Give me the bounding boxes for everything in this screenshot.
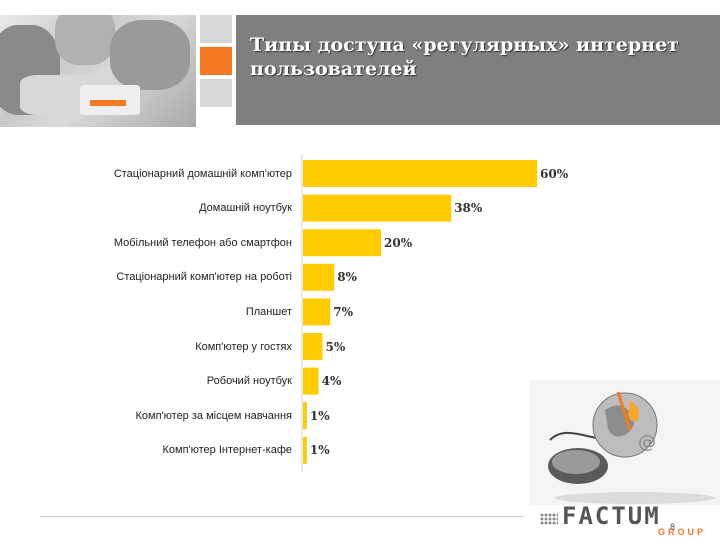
category-label-5: Комп'ютер у гостях [195, 340, 292, 353]
bar-chart-svg [301, 154, 537, 472]
category-label-8: Комп'ютер Інтернет-кафе [162, 444, 292, 457]
category-label-0: Стаціонарний домашній комп'ютер [113, 167, 292, 180]
logo-dots-icon [540, 513, 558, 525]
svg-text:@: @ [638, 432, 656, 453]
value-label-3: 8% [337, 270, 357, 285]
globe-mouse-illustration: @ [530, 380, 720, 505]
bar-chart: Стаціонарний домашній комп'ютер 60% Домашн… [0, 150, 720, 480]
slide-header: Типы доступа «регулярных» интернет польз… [0, 0, 720, 127]
value-label-6: 4% [321, 374, 342, 389]
value-label-8: 1% [309, 443, 330, 458]
business-meeting-photo [0, 15, 196, 127]
category-label-6: Робочий ноутбук [206, 375, 292, 388]
factum-logo-sub: GROUP [658, 527, 707, 537]
value-label-7: 1% [309, 408, 330, 423]
value-label-1: 38% [454, 201, 483, 216]
bar-4 [303, 298, 331, 326]
category-label-7: Комп'ютер за місцем навчання [135, 409, 293, 422]
value-label-5: 5% [325, 339, 346, 354]
title-box: Типы доступа «регулярных» интернет польз… [236, 15, 720, 125]
footer-divider [40, 516, 524, 517]
slide-title: Типы доступа «регулярных» интернет польз… [250, 34, 679, 80]
category-label-1: Домашній ноутбук [199, 202, 292, 215]
bar-6 [303, 367, 319, 395]
category-label-4: Планшет [245, 305, 292, 318]
bar-5 [303, 333, 323, 360]
value-label-4: 7% [333, 304, 354, 319]
bar-8 [303, 436, 307, 464]
value-label-2: 20% [384, 235, 413, 250]
bar-3 [303, 263, 335, 291]
value-label-0: 60% [540, 166, 569, 181]
category-label-3: Стаціонарний комп'ютер на роботі [116, 271, 292, 284]
page-number: 8 [670, 522, 676, 532]
bar-7 [303, 402, 307, 430]
bar-2 [303, 229, 381, 257]
bar-1 [303, 194, 452, 222]
decorative-squares [200, 15, 232, 111]
bar-0 [303, 160, 537, 187]
factum-logo: FACTUM [562, 502, 661, 530]
category-label-2: Мобільний телефон або смартфон [113, 236, 292, 249]
